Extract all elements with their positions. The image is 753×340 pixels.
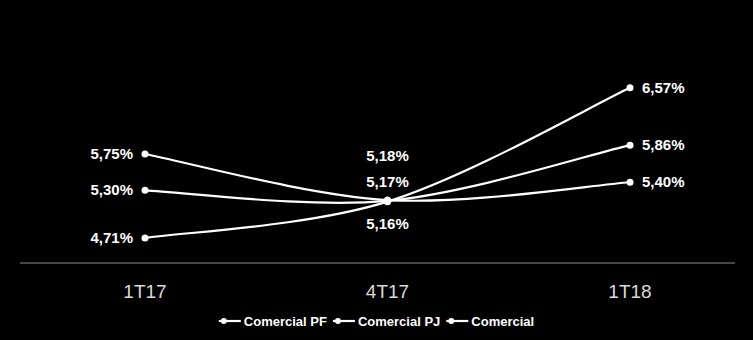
chart-svg: 1T17 4T17 1T18 5,75% 5,30% 4,71% 5,18% 5,17% 5,1… [0,0,753,340]
series-line [145,88,630,238]
legend-swatch-marker [335,318,341,324]
data-label: 5,16% [366,215,409,232]
data-label: 4,71% [90,229,133,246]
data-labels: 5,75% 5,30% 4,71% 5,18% 5,17% 5,16% 6,57% 5,86%… [90,79,684,246]
plot-area [142,84,634,241]
series-marker [384,197,391,204]
series-line [145,145,630,203]
legend-label: Comercial PJ [358,314,440,329]
x-tick-label: 1T17 [123,281,166,302]
x-axis-line [20,263,735,264]
series-marker [142,151,149,158]
series-marker [384,198,391,205]
x-tick-label: 4T17 [366,281,409,302]
data-label: 5,40% [642,173,685,190]
series-marker [627,84,634,91]
legend-item: Comercial [446,314,534,329]
legend-label: Comercial PF [244,314,327,329]
legend-swatch-marker [221,318,227,324]
data-label: 5,17% [366,173,409,190]
data-label: 5,75% [90,145,133,162]
legend-swatch-marker [448,318,454,324]
series-marker [142,187,149,194]
data-label: 5,30% [90,181,133,198]
series-marker [627,179,634,186]
legend-label: Comercial [471,314,534,329]
series-marker [627,142,634,149]
data-label: 5,86% [642,136,685,153]
data-label: 5,18% [366,147,409,164]
series-marker [142,234,149,241]
series-marker [384,197,391,204]
legend-item: Comercial PJ [333,314,440,329]
chart-container: 1T17 4T17 1T18 5,75% 5,30% 4,71% 5,18% 5,17% 5,1… [0,0,753,340]
x-tick-label: 1T18 [608,281,651,302]
legend-item: Comercial PF [219,314,327,329]
legend: Comercial PF Comercial PJ Comercial [219,314,534,329]
data-label: 6,57% [642,79,685,96]
